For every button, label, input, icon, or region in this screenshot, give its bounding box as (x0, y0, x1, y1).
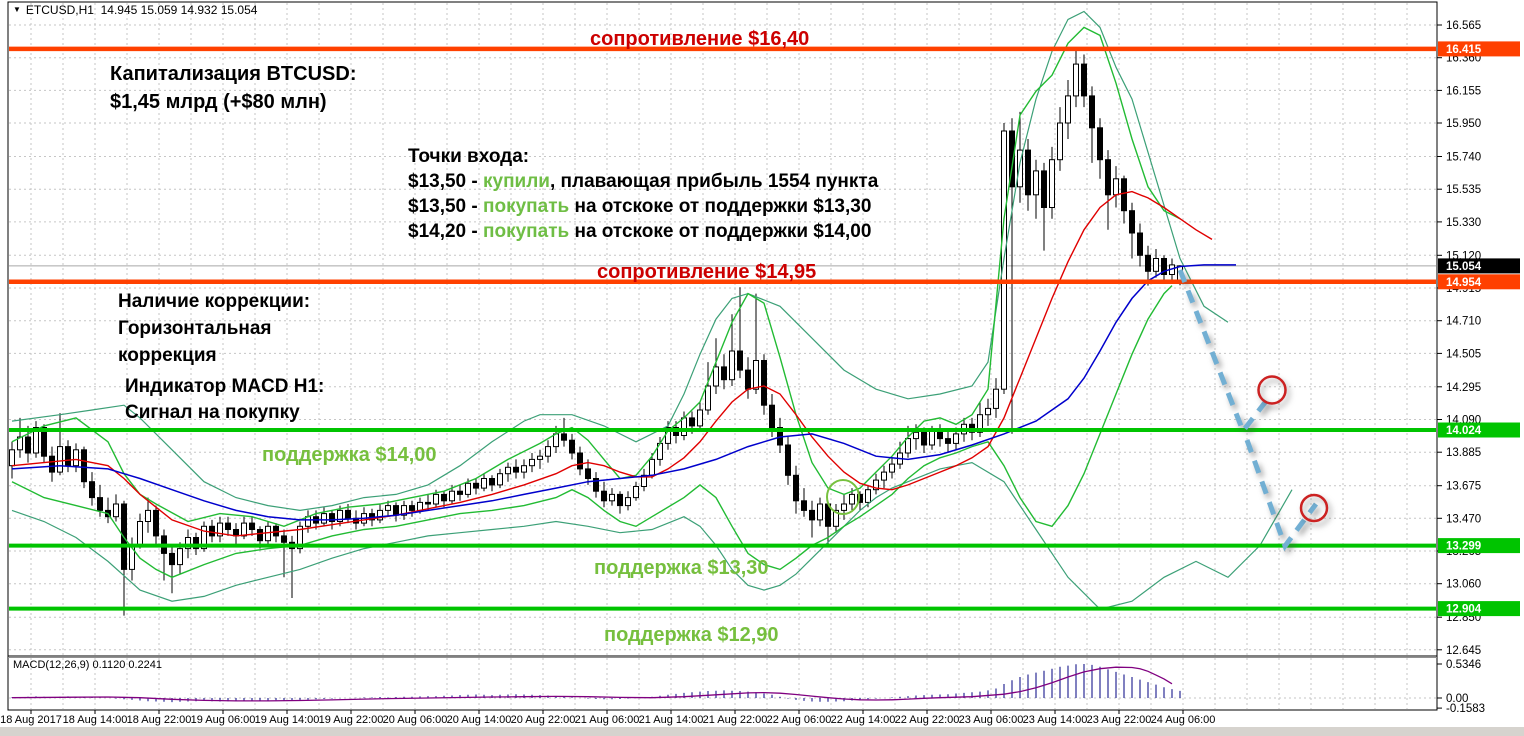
time-axis-label: 21 Aug 06:00 (575, 714, 640, 726)
entry-1-keyword: купили (483, 171, 550, 192)
time-axis-label: 22 Aug 22:00 (895, 714, 960, 726)
time-axis-label: 18 Aug 2017 (0, 714, 62, 726)
price-axis-label: 14.295 (1446, 382, 1481, 394)
macd-signal-annotation[interactable]: Индикатор MACD H1: Сигнал на покупку (125, 374, 324, 426)
entry-points-annotation[interactable]: Точки входа: $13,50 - купили, плавающая … (408, 144, 878, 244)
price-level-badge: 14.024 (1446, 425, 1482, 437)
symbol-dropdown-icon[interactable]: ▼ (13, 5, 21, 14)
price-axis-label: 16.360 (1446, 53, 1481, 65)
price-axis-label: 14.710 (1446, 316, 1481, 328)
entry-1-prefix: $13,50 - (408, 171, 483, 192)
macd-values: 0.1120 0.2241 (92, 659, 163, 671)
entry-3-prefix: $14,20 - (408, 221, 483, 242)
entry-2-keyword: покупать (483, 196, 570, 217)
price-level-badge: 13.299 (1446, 541, 1481, 553)
price-level-badge: 16.415 (1446, 44, 1482, 56)
support-1290-label[interactable]: поддержка $12,90 (604, 624, 779, 646)
price-axis-label: 16.565 (1446, 20, 1481, 32)
entry-points-heading: Точки входа: (408, 146, 530, 167)
time-axis-label: 21 Aug 22:00 (703, 714, 768, 726)
time-axis-label: 23 Aug 06:00 (959, 714, 1024, 726)
entry-3-keyword: покупать (483, 221, 570, 242)
price-level-badge: 15.054 (1446, 261, 1482, 273)
time-axis-label: 19 Aug 22:00 (319, 714, 384, 726)
time-axis-label: 21 Aug 14:00 (639, 714, 704, 726)
entry-2-prefix: $13,50 - (408, 196, 483, 217)
macd-signal-line2: Сигнал на покупку (125, 402, 300, 423)
price-axis-label: 12.645 (1446, 645, 1481, 657)
macd-signal-line1: Индикатор MACD H1: (125, 376, 325, 397)
price-axis-label: 15.740 (1446, 152, 1481, 164)
time-axis-label: 23 Aug 22:00 (1087, 714, 1152, 726)
capitalization-annotation[interactable]: Капитализация BTCUSD: $1,45 млрд (+$80 м… (110, 60, 356, 116)
entry-line-2: $13,50 - покупать на отскоке от поддержк… (408, 194, 878, 219)
resistance-1640-label[interactable]: сопротивление $16,40 (590, 28, 810, 50)
support-1400-label[interactable]: поддержка $14,00 (262, 444, 437, 466)
price-axis-label: 13.675 (1446, 481, 1481, 493)
support-1330-label[interactable]: поддержка $13,30 (594, 557, 769, 579)
time-axis-label: 22 Aug 06:00 (767, 714, 832, 726)
chart-symbol: ETCUSD,H1 (25, 3, 94, 17)
time-axis-label: 22 Aug 14:00 (831, 714, 896, 726)
price-axis-label: 15.535 (1446, 184, 1481, 196)
price-level-badge: 14.954 (1446, 277, 1482, 289)
price-axis-label: 13.885 (1446, 447, 1481, 459)
time-axis-label: 20 Aug 14:00 (447, 714, 512, 726)
price-level-badge: 12.904 (1446, 604, 1482, 616)
time-axis-label: 20 Aug 06:00 (383, 714, 448, 726)
price-axis-label: 15.950 (1446, 118, 1481, 130)
time-axis-label: 18 Aug 22:00 (127, 714, 192, 726)
macd-indicator-label: MACD(12,26,9) 0.1120 0.2241 (13, 659, 162, 671)
correction-line2: Горизонтальная (118, 318, 272, 339)
entry-1-suffix: , плавающая прибыль 1554 пункта (549, 171, 879, 192)
forecast-path (1244, 439, 1319, 552)
entry-3-suffix: на отскоке от поддержки $14,00 (569, 221, 872, 242)
resistance-1495-label[interactable]: сопротивление $14,95 (597, 261, 817, 283)
capitalization-line1: Капитализация BTCUSD: (110, 63, 357, 85)
correction-line3: коррекция (118, 345, 217, 366)
entry-2-suffix: на отскоке от поддержки $13,30 (569, 196, 872, 217)
macd-axis-label: 0.5346 (1446, 659, 1481, 671)
time-axis-label: 20 Aug 22:00 (511, 714, 576, 726)
chart-ohlc-values: 14.945 15.059 14.932 15.054 (100, 3, 258, 17)
macd-axis-label: -0.1583 (1446, 703, 1485, 715)
price-axis-label: 14.505 (1446, 348, 1481, 360)
forecast-path (1177, 269, 1272, 437)
macd-axis-label: 0.00 (1446, 693, 1468, 705)
time-axis-label: 23 Aug 14:00 (1023, 714, 1088, 726)
entry-line-1: $13,50 - купили, плавающая прибыль 1554 … (408, 169, 878, 194)
ma-cross-highlight-circle (826, 479, 860, 515)
macd-name: MACD(12,26,9) (13, 659, 90, 671)
entry-line-3: $14,20 - покупать на отскоке от поддержк… (408, 219, 878, 244)
correction-line1: Наличие коррекции: (118, 291, 311, 312)
price-axis-label: 13.470 (1446, 513, 1481, 525)
forecast-target-circle (1299, 493, 1329, 523)
bottom-scrollbar-area[interactable] (0, 727, 1524, 736)
correction-annotation[interactable]: Наличие коррекции: Горизонтальная коррек… (118, 288, 310, 369)
time-axis-label: 18 Aug 14:00 (63, 714, 128, 726)
time-axis-label: 19 Aug 06:00 (191, 714, 256, 726)
price-axis-label: 15.330 (1446, 217, 1481, 229)
chart-title: ▼ ETCUSD,H1 14.945 15.059 14.932 15.054 (13, 3, 257, 17)
price-axis-label: 16.155 (1446, 85, 1481, 97)
time-axis-label: 19 Aug 14:00 (255, 714, 320, 726)
capitalization-line2: $1,45 млрд (+$80 млн) (110, 91, 327, 113)
forecast-target-circle (1257, 375, 1287, 405)
time-axis-label: 24 Aug 06:00 (1151, 714, 1216, 726)
price-axis-label: 13.060 (1446, 579, 1481, 591)
